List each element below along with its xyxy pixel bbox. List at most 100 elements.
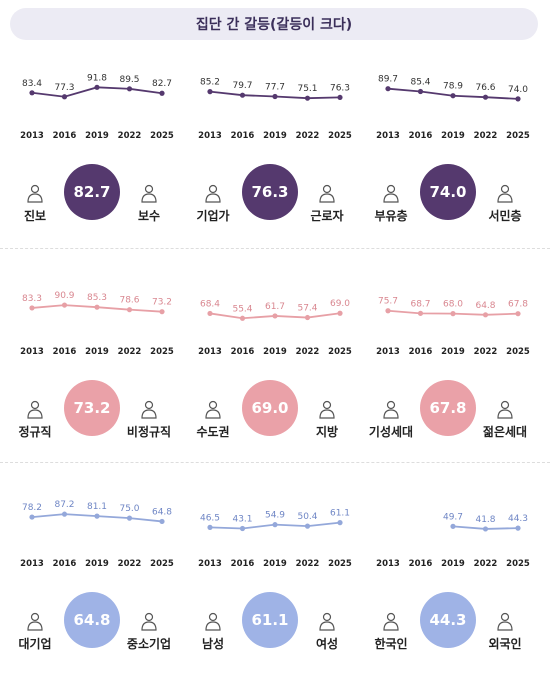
data-point [482, 94, 489, 100]
line-chart: 75.7 68.7 68.0 64.8 67.8 2013 2016 2019 2022 2025 [376, 297, 530, 357]
x-tick-label: 2016 [53, 131, 77, 141]
conservative-icon [141, 184, 157, 203]
x-tick-label: 2016 [409, 131, 433, 141]
data-point [126, 307, 133, 313]
left-group: 기성세대 [362, 380, 420, 440]
data-point [29, 90, 35, 96]
x-tick-label: 2025 [328, 559, 352, 569]
data-label: 61.7 [265, 302, 285, 312]
x-tick-label: 2016 [231, 559, 255, 569]
row-divider [0, 248, 550, 249]
data-label: 77.7 [265, 82, 285, 92]
x-tick-label: 2013 [20, 559, 44, 569]
line-chart: 85.2 79.7 77.7 75.1 76.3 2013 2016 2019 2022 2025 [198, 78, 352, 141]
left-group: 정규직 [6, 380, 64, 440]
right-group-label: 외국인 [488, 637, 522, 651]
right-group: 외국인 [476, 592, 534, 652]
group-comparison: 부유층 74.0 서민층 [368, 164, 538, 224]
data-label: 79.7 [232, 81, 252, 91]
data-point [239, 525, 246, 532]
line-chart: 83.3 90.9 85.3 78.6 73.2 2013 2016 2019 2022 2025 [20, 291, 174, 357]
x-tick-label: 2022 [474, 131, 498, 141]
x-tick-label: 2025 [328, 347, 352, 357]
current-value-badge: 64.8 [64, 592, 120, 648]
data-label: 85.2 [200, 78, 220, 88]
foreigner-icon [497, 612, 513, 631]
city-buildings-icon [205, 400, 221, 419]
right-group-label: 보수 [137, 209, 161, 223]
x-tick-label: 2025 [150, 559, 174, 569]
data-label: 85.4 [410, 77, 430, 87]
data-point [94, 84, 100, 90]
data-point [482, 312, 489, 318]
data-label: 69.0 [330, 299, 350, 309]
x-tick-label: 2019 [441, 347, 465, 357]
x-tick-label: 2013 [198, 559, 222, 569]
data-label: 57.4 [297, 304, 317, 314]
right-group: 여성 [298, 592, 356, 652]
chart-panel: 83.3 90.9 85.3 78.6 73.2 2013 2016 2019 2022 2025… [12, 272, 182, 472]
x-tick-label: 2013 [376, 347, 400, 357]
right-group: 보수 [120, 164, 178, 224]
data-point [450, 523, 456, 529]
businessman-icon [205, 184, 221, 203]
x-tick-label: 2013 [198, 131, 222, 141]
data-point [304, 314, 311, 321]
x-tick-label: 2019 [85, 559, 109, 569]
data-point [385, 308, 391, 314]
data-point [515, 525, 521, 531]
data-label: 75.0 [119, 504, 139, 514]
korean-person-icon [383, 612, 399, 631]
data-point [159, 90, 165, 96]
data-label: 44.3 [508, 514, 528, 524]
left-group-label: 한국인 [374, 637, 408, 651]
left-group-label: 정규직 [18, 425, 52, 439]
x-tick-label: 2016 [409, 347, 433, 357]
x-tick-label: 2022 [118, 131, 142, 141]
chart-panel: 46.5 43.1 54.9 50.4 61.1 2013 2016 2019 2022 2025… [190, 484, 360, 684]
left-group: 한국인 [362, 592, 420, 652]
data-point [385, 86, 391, 92]
data-label: 68.7 [410, 299, 430, 309]
current-value-badge: 73.2 [64, 380, 120, 436]
group-comparison: 기업가 76.3 근로자 [190, 164, 360, 224]
data-label: 41.8 [475, 515, 495, 525]
x-tick-label: 2016 [53, 347, 77, 357]
small-company-icon [141, 612, 157, 631]
man-icon [205, 612, 221, 631]
data-point [515, 96, 521, 102]
data-label: 82.7 [152, 79, 172, 89]
data-label: 76.3 [330, 83, 350, 93]
line-chart: 46.5 43.1 54.9 50.4 61.1 2013 2016 2019 2022 2025 [198, 509, 352, 569]
right-group: 근로자 [298, 164, 356, 224]
x-tick-label: 2022 [296, 131, 320, 141]
chart-panel: 89.7 85.4 78.9 76.6 74.0 2013 2016 2019 2022 2025… [368, 56, 538, 256]
data-label: 78.6 [119, 296, 139, 306]
data-label: 73.2 [152, 298, 172, 308]
worker-icon [319, 184, 335, 203]
chart-panel: 75.7 68.7 68.0 64.8 67.8 2013 2016 2019 2022 2025… [368, 272, 538, 472]
group-comparison: 남성 61.1 여성 [190, 592, 360, 652]
line-chart: 89.7 85.4 78.9 76.6 74.0 2013 2016 2019 2022 2025 [376, 75, 530, 141]
x-tick-label: 2016 [53, 559, 77, 569]
group-comparison: 수도권 69.0 지방 [190, 380, 360, 440]
right-group-label: 중소기업 [126, 637, 172, 651]
data-label: 74.0 [508, 85, 528, 95]
x-tick-label: 2016 [231, 347, 255, 357]
chart-panel: 83.4 77.3 91.8 89.5 82.7 2013 2016 2019 2022 2025… [12, 56, 182, 256]
line-chart: 49.7 41.8 44.3 2013 2016 2019 2022 2025 [376, 512, 530, 569]
data-label: 90.9 [54, 291, 74, 301]
current-value-badge: 44.3 [420, 592, 476, 648]
right-group: 지방 [298, 380, 356, 440]
group-comparison: 대기업 64.8 중소기업 [12, 592, 182, 652]
x-tick-label: 2019 [85, 347, 109, 357]
rural-house-icon [319, 400, 335, 419]
data-point [207, 89, 213, 95]
data-point [207, 524, 213, 530]
data-point [304, 95, 311, 101]
x-tick-label: 2016 [231, 131, 255, 141]
data-point [515, 311, 521, 317]
x-tick-label: 2025 [506, 559, 530, 569]
x-tick-label: 2019 [85, 131, 109, 141]
left-group-label: 수도권 [196, 425, 230, 439]
